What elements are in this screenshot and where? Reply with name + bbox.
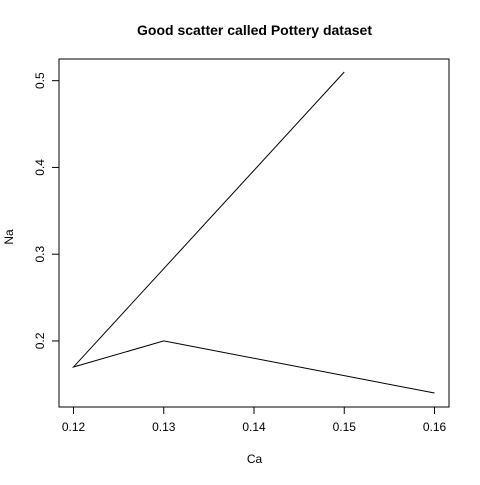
y-tick-label: 0.3 [33,246,47,263]
x-tick-label: 0.16 [423,420,447,434]
x-axis: 0.12 0.13 0.14 0.15 0.16 [62,406,447,434]
series-line [71,71,435,394]
y-tick-label: 0.2 [33,332,47,349]
y-axis-label: Na [2,229,16,245]
y-tick-label: 0.4 [33,159,47,176]
y-axis: 0.2 0.3 0.4 0.5 [33,72,60,349]
x-axis-label: Ca [247,452,263,466]
series-group [71,71,435,394]
chart-title: Good scatter called Pottery dataset [137,22,372,38]
x-tick-label: 0.14 [242,420,266,434]
x-tick-label: 0.15 [333,420,357,434]
x-tick-label: 0.12 [62,420,86,434]
y-tick-label: 0.5 [33,72,47,89]
x-tick-label: 0.13 [152,420,176,434]
